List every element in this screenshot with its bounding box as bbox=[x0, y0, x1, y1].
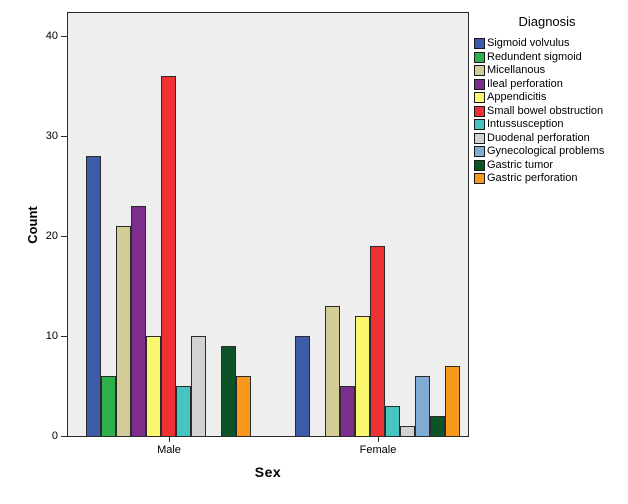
legend-swatch-icon bbox=[474, 159, 485, 171]
legend-item-ileal-perforation: Ileal perforation bbox=[474, 77, 620, 91]
legend-title: Diagnosis bbox=[518, 14, 576, 29]
legend-item-micellanous: Micellanous bbox=[474, 64, 620, 77]
bar-male-micellanous bbox=[116, 226, 131, 436]
bar-male-ileal-perforation bbox=[131, 206, 146, 436]
legend-label: Sigmoid volvulus bbox=[487, 37, 570, 49]
legend-label: Gynecological problems bbox=[487, 145, 605, 157]
x-tick-label-female: Female bbox=[359, 444, 397, 456]
y-tick-label-10: 10 bbox=[45, 330, 58, 342]
bar-male-intussusception bbox=[176, 386, 191, 436]
legend-swatch-icon bbox=[474, 65, 485, 77]
legend-label: Gastric tumor bbox=[487, 158, 554, 171]
legend-swatch-icon bbox=[474, 78, 485, 90]
legend-item-duodenal-perforation: Duodenal perforation bbox=[474, 131, 620, 145]
legend-swatch-icon bbox=[474, 105, 485, 117]
legend-label: Small bowel obstruction bbox=[487, 104, 604, 117]
bar-female-micellanous bbox=[325, 306, 340, 436]
legend-label: Redundent sigmoid bbox=[487, 50, 582, 63]
legend-swatch-icon bbox=[474, 38, 485, 50]
legend-label: Ileal perforation bbox=[487, 77, 563, 90]
plot-area bbox=[67, 12, 469, 437]
legend-item-appendicitis: Appendicitis bbox=[474, 91, 620, 104]
legend-label: Gastric perforation bbox=[487, 172, 578, 184]
bar-female-appendicitis bbox=[355, 316, 370, 436]
legend-swatch-icon bbox=[474, 51, 485, 63]
legend-swatch-icon bbox=[474, 119, 485, 131]
x-axis-title: Sex bbox=[254, 464, 282, 480]
legend-item-small-bowel-obstruction: Small bowel obstruction bbox=[474, 104, 620, 118]
legend: Diagnosis Sigmoid volvulus Redundent sigm… bbox=[474, 14, 620, 187]
legend-item-gastric-perforation: Gastric perforation bbox=[474, 172, 620, 185]
x-tick-mark-female bbox=[378, 437, 379, 442]
legend-swatch-icon bbox=[474, 92, 485, 104]
bar-female-intussusception bbox=[385, 406, 400, 436]
y-tick-label-30: 30 bbox=[45, 130, 58, 142]
legend-item-intussusception: Intussusception bbox=[474, 118, 620, 131]
y-tick-mark-10 bbox=[61, 336, 67, 337]
y-axis-title: Count bbox=[25, 206, 40, 244]
bar-male-gastric-perforation bbox=[236, 376, 251, 436]
legend-item-gynecological-problems: Gynecological problems bbox=[474, 145, 620, 158]
legend-item-gastric-tumor: Gastric tumor bbox=[474, 158, 620, 172]
bar-male-sigmoid-volvulus bbox=[86, 156, 101, 436]
y-tick-mark-0 bbox=[61, 436, 67, 437]
legend-swatch-icon bbox=[474, 173, 485, 185]
bar-female-gynecological-problems bbox=[415, 376, 430, 436]
bar-male-small-bowel-obstruction bbox=[161, 76, 176, 436]
legend-label: Micellanous bbox=[487, 64, 546, 76]
bar-male-duodenal-perforation bbox=[191, 336, 206, 436]
legend-item-redundent-sigmoid: Redundent sigmoid bbox=[474, 50, 620, 64]
legend-items: Sigmoid volvulus Redundent sigmoid Micella… bbox=[474, 37, 620, 185]
legend-label: Duodenal perforation bbox=[487, 131, 590, 144]
y-tick-mark-40 bbox=[61, 36, 67, 37]
bar-female-gastric-tumor bbox=[430, 416, 445, 436]
bar-female-gastric-perforation bbox=[445, 366, 460, 436]
legend-swatch-icon bbox=[474, 146, 485, 158]
bar-female-small-bowel-obstruction bbox=[370, 246, 385, 436]
bar-female-sigmoid-volvulus bbox=[295, 336, 310, 436]
y-tick-label-40: 40 bbox=[45, 30, 58, 42]
y-tick-label-20: 20 bbox=[45, 230, 58, 242]
legend-label: Intussusception bbox=[487, 118, 564, 130]
y-tick-mark-30 bbox=[61, 136, 67, 137]
bar-male-redundent-sigmoid bbox=[101, 376, 116, 436]
bar-female-ileal-perforation bbox=[340, 386, 355, 436]
x-tick-mark-male bbox=[169, 437, 170, 442]
y-tick-label-0: 0 bbox=[51, 430, 58, 442]
bar-male-appendicitis bbox=[146, 336, 161, 436]
legend-item-sigmoid-volvulus: Sigmoid volvulus bbox=[474, 37, 620, 50]
bar-male-gastric-tumor bbox=[221, 346, 236, 436]
legend-swatch-icon bbox=[474, 132, 485, 144]
x-tick-label-male: Male bbox=[157, 444, 181, 456]
legend-label: Appendicitis bbox=[487, 91, 547, 103]
y-tick-mark-20 bbox=[61, 236, 67, 237]
bar-female-duodenal-perforation bbox=[400, 426, 415, 436]
